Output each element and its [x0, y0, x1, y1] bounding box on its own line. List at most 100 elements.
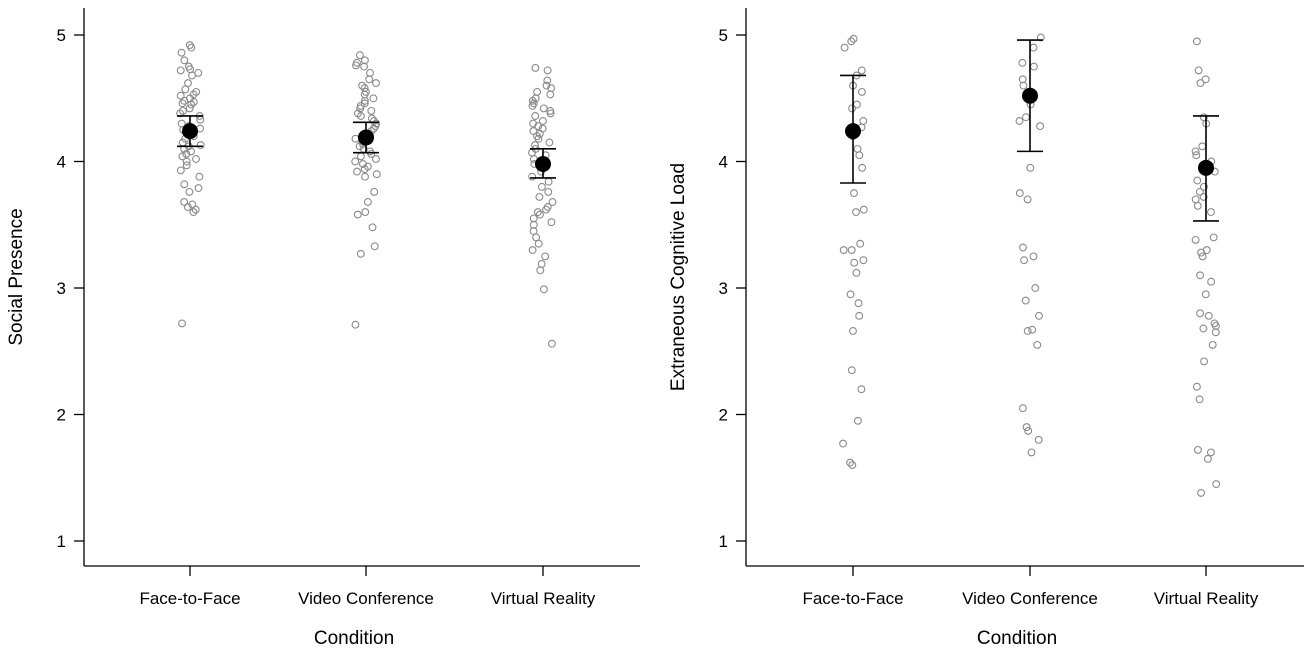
data-point	[546, 109, 555, 118]
data-point	[859, 117, 868, 125]
data-point	[358, 81, 367, 90]
data-point	[853, 144, 862, 153]
data-point	[849, 327, 857, 335]
data-point	[182, 161, 191, 170]
data-point	[187, 43, 196, 52]
data-point	[547, 218, 556, 227]
data-point	[1191, 235, 1200, 244]
data-point	[1197, 248, 1206, 257]
data-point	[1191, 195, 1200, 204]
data-point	[848, 461, 857, 470]
data-point	[355, 51, 364, 60]
data-point	[546, 106, 555, 115]
data-point	[1199, 324, 1208, 333]
data-point	[369, 94, 378, 103]
data-point	[1023, 327, 1032, 335]
x-tick-label: Face-to-Face	[802, 589, 903, 608]
data-point	[1201, 290, 1210, 299]
data-point	[365, 75, 374, 84]
data-point	[1199, 182, 1208, 191]
data-point	[356, 249, 365, 258]
data-point	[1036, 122, 1045, 131]
data-point	[534, 134, 543, 143]
data-point	[533, 208, 542, 217]
data-point	[856, 239, 865, 248]
x-tick-label: Virtual Reality	[491, 589, 596, 608]
data-point	[542, 81, 551, 90]
mean-point	[845, 123, 861, 140]
data-point	[1196, 79, 1205, 88]
data-point	[1200, 357, 1209, 366]
data-point	[351, 157, 360, 166]
data-point	[356, 112, 365, 120]
data-point	[185, 104, 194, 113]
data-point	[852, 268, 861, 277]
data-point	[1212, 480, 1221, 489]
y-tick-label: 4	[57, 153, 66, 172]
data-point	[1015, 189, 1024, 198]
data-point	[1197, 488, 1206, 497]
data-point	[1196, 309, 1205, 318]
data-point	[531, 63, 540, 72]
data-point	[1018, 75, 1027, 84]
data-point	[372, 79, 380, 88]
data-point	[1206, 448, 1215, 457]
data-point	[183, 203, 192, 211]
data-point	[369, 117, 378, 125]
data-point	[537, 260, 546, 268]
mean-point	[358, 129, 374, 146]
data-point	[1028, 325, 1037, 334]
data-point	[352, 61, 360, 70]
data-point	[846, 458, 855, 467]
data-point	[363, 198, 372, 206]
data-point	[528, 172, 537, 181]
y-axis-title: Social Presence	[6, 208, 27, 345]
data-point	[539, 285, 548, 294]
data-point	[840, 43, 849, 52]
data-point	[1019, 243, 1027, 252]
x-tick-label: Video Conference	[962, 589, 1098, 608]
data-point	[194, 184, 203, 193]
data-point	[360, 96, 369, 105]
data-point	[536, 266, 545, 275]
data-point	[191, 205, 200, 214]
data-point	[1193, 445, 1202, 454]
data-point	[370, 187, 379, 196]
data-point	[857, 87, 866, 96]
data-point	[1207, 208, 1215, 217]
data-point	[351, 320, 360, 329]
data-point	[178, 99, 187, 108]
data-point	[1198, 252, 1207, 261]
data-point	[1021, 296, 1030, 305]
data-point	[353, 167, 361, 176]
data-point	[178, 319, 186, 328]
data-point	[847, 37, 856, 46]
data-point	[189, 98, 198, 106]
data-point	[182, 149, 191, 158]
y-tick-label: 3	[719, 279, 728, 298]
data-point	[1192, 382, 1201, 391]
data-point	[1193, 201, 1202, 210]
data-point	[188, 71, 196, 80]
data-point	[1204, 311, 1213, 320]
data-point	[1191, 147, 1200, 156]
data-point	[367, 149, 376, 158]
data-point	[1193, 176, 1202, 185]
data-point	[839, 439, 848, 448]
social-presence-panel: 1 2 3 4 5 Face-to-Face Video Conference Virtual…	[6, 8, 640, 649]
data-point	[1198, 142, 1207, 151]
data-point	[857, 385, 866, 394]
x-axis-title: Condition	[314, 628, 394, 649]
data-point	[1027, 448, 1036, 457]
data-point	[180, 180, 189, 189]
data-point	[1029, 43, 1038, 52]
data-point	[854, 299, 863, 308]
data-point	[543, 66, 552, 75]
data-point	[180, 56, 189, 65]
data-point	[534, 122, 543, 131]
data-point	[366, 68, 374, 77]
data-point	[1192, 37, 1201, 46]
y-tick-label: 5	[57, 26, 66, 45]
data-point	[1207, 277, 1216, 286]
data-point	[182, 157, 191, 166]
